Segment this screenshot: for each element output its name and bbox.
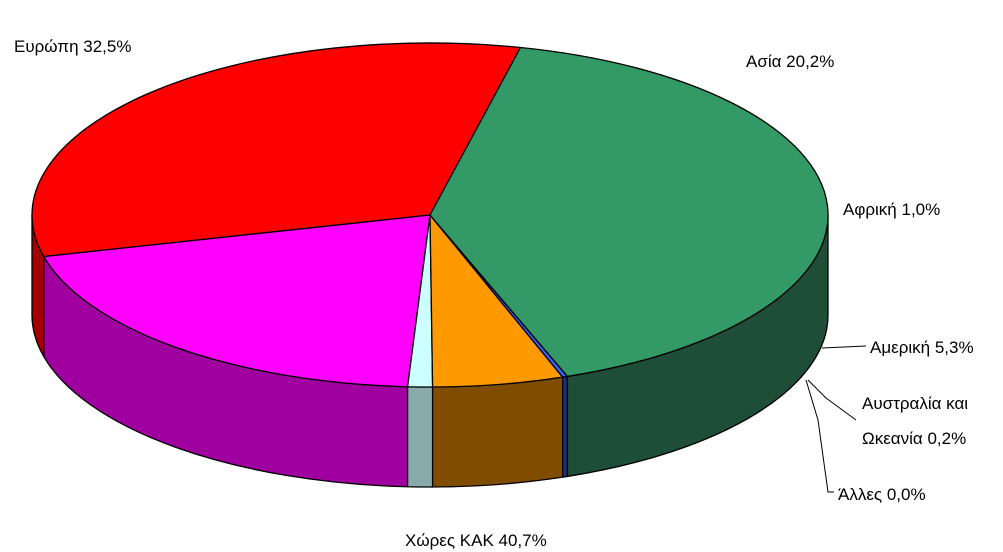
slice-label-australia-line2: Ωκεανία 0,2% bbox=[862, 429, 966, 448]
slice-cis bbox=[429, 46, 829, 378]
leader-line-america bbox=[821, 345, 867, 349]
slice-side-america bbox=[431, 376, 564, 488]
slice-label-america: Αμερική 5,3% bbox=[870, 338, 974, 357]
slice-label-asia: Ασία 20,2% bbox=[746, 52, 834, 71]
leader-line-australia bbox=[807, 379, 857, 421]
slice-side-africa bbox=[406, 386, 434, 488]
pie-slices bbox=[31, 42, 829, 388]
slice-europe bbox=[31, 42, 522, 258]
slice-asia bbox=[43, 214, 431, 388]
slice-side-australia bbox=[562, 375, 569, 478]
slice-label-australia-line1: Αυστραλία και bbox=[862, 394, 968, 413]
pie-sides bbox=[31, 214, 829, 488]
slice-label-africa: Αφρική 1,0% bbox=[843, 200, 940, 219]
slice-label-europe: Ευρώπη 32,5% bbox=[14, 37, 131, 56]
slice-label-cis: Χώρες ΚΑΚ 40,7% bbox=[405, 531, 547, 550]
label-leader-lines bbox=[805, 345, 867, 493]
slice-label-other: Άλλες 0,0% bbox=[838, 485, 926, 504]
leader-line-other bbox=[805, 379, 834, 493]
